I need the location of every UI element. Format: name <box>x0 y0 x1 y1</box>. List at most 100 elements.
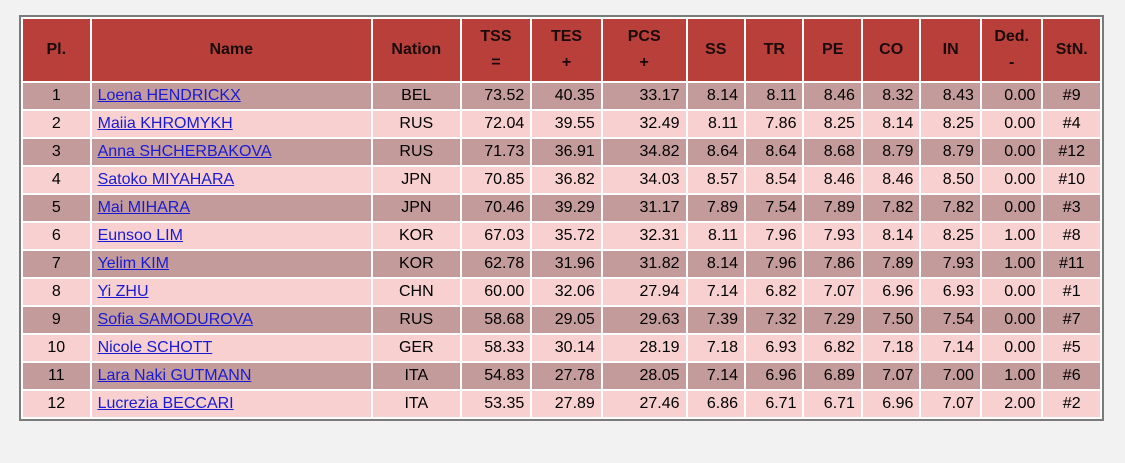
cell-place: 8 <box>23 279 90 305</box>
col-header-pe: PE <box>804 19 861 81</box>
cell-tss: 58.68 <box>461 307 531 333</box>
skater-name-link[interactable]: Yi ZHU <box>97 283 149 300</box>
cell-tes: 39.55 <box>532 111 601 137</box>
cell-ss: 7.18 <box>687 335 744 361</box>
cell-nation: JPN <box>372 195 460 221</box>
col-header-pcs-label: PCS <box>627 28 661 45</box>
cell-co: 7.07 <box>862 363 920 389</box>
cell-co: 8.14 <box>862 223 920 249</box>
cell-start-number: #5 <box>1043 335 1100 361</box>
cell-in: 7.54 <box>921 307 980 333</box>
cell-nation: RUS <box>372 139 460 165</box>
skater-name-link[interactable]: Sofia SAMODUROVA <box>97 311 253 328</box>
skater-name-link[interactable]: Maiia KHROMYKH <box>97 115 233 132</box>
cell-skater-name: Yi ZHU <box>91 279 371 305</box>
cell-ded: 0.00 <box>981 139 1042 165</box>
table-row: 11 Lara Naki GUTMANN ITA 54.83 27.78 28.05 7.1… <box>23 363 1100 389</box>
col-header-tr-label: TR <box>763 41 785 58</box>
cell-ss: 7.14 <box>687 363 744 389</box>
skater-name-link[interactable]: Lara Naki GUTMANN <box>97 367 252 384</box>
table-row: 10 Nicole SCHOTT GER 58.33 30.14 28.19 7.18 6.9… <box>23 335 1100 361</box>
col-header-nation: Nation <box>372 19 460 81</box>
col-header-pcs-operator: + <box>639 54 649 71</box>
col-header-stn-label: StN. <box>1055 41 1088 58</box>
cell-tr: 6.71 <box>746 391 803 417</box>
col-header-in: IN <box>921 19 980 81</box>
cell-ss: 8.11 <box>687 223 744 249</box>
table-row: 9 Sofia SAMODUROVA RUS 58.68 29.05 29.63 7.39 7… <box>23 307 1100 333</box>
col-header-co-label: CO <box>879 41 904 58</box>
cell-co: 8.46 <box>862 167 920 193</box>
cell-pcs: 34.03 <box>602 167 686 193</box>
skater-name-link[interactable]: Yelim KIM <box>97 255 169 272</box>
col-header-tes: TES + <box>532 19 601 81</box>
cell-pcs: 27.94 <box>602 279 686 305</box>
cell-tss: 71.73 <box>461 139 531 165</box>
cell-place: 2 <box>23 111 90 137</box>
cell-tss: 73.52 <box>461 83 531 109</box>
skater-name-link[interactable]: Mai MIHARA <box>97 199 191 216</box>
col-header-ded-label: Ded. <box>994 28 1029 45</box>
skater-name-link[interactable]: Satoko MIYAHARA <box>97 171 235 188</box>
cell-start-number: #3 <box>1043 195 1100 221</box>
cell-pcs: 31.82 <box>602 251 686 277</box>
col-header-name: Name <box>91 19 371 81</box>
table-row: 5 Mai MIHARA JPN 70.46 39.29 31.17 7.89 7.54 7.8… <box>23 195 1100 221</box>
cell-pcs: 34.82 <box>602 139 686 165</box>
cell-in: 8.43 <box>921 83 980 109</box>
col-header-ss: SS <box>687 19 744 81</box>
cell-tes: 36.82 <box>532 167 601 193</box>
cell-ss: 8.64 <box>687 139 744 165</box>
cell-ss: 7.14 <box>687 279 744 305</box>
cell-skater-name: Lara Naki GUTMANN <box>91 363 371 389</box>
cell-place: 3 <box>23 139 90 165</box>
skater-name-link[interactable]: Anna SHCHERBAKOVA <box>97 143 272 160</box>
cell-ss: 6.86 <box>687 391 744 417</box>
cell-pcs: 28.19 <box>602 335 686 361</box>
cell-pcs: 31.17 <box>602 195 686 221</box>
col-header-tr: TR <box>746 19 803 81</box>
table-row: 6 Eunsoo LIM KOR 67.03 35.72 32.31 8.11 7.96 7.9… <box>23 223 1100 249</box>
cell-nation: RUS <box>372 111 460 137</box>
cell-ss: 8.14 <box>687 83 744 109</box>
header-row: Pl. Name Nation TSS = TES + PCS + SS TR PE … <box>23 19 1100 81</box>
cell-tr: 6.96 <box>746 363 803 389</box>
cell-tr: 7.32 <box>746 307 803 333</box>
table-row: 4 Satoko MIYAHARA JPN 70.85 36.82 34.03 8.57 8.… <box>23 167 1100 193</box>
cell-pe: 8.25 <box>804 111 861 137</box>
cell-co: 7.18 <box>862 335 920 361</box>
skater-name-link[interactable]: Lucrezia BECCARI <box>97 395 234 412</box>
cell-pe: 7.07 <box>804 279 861 305</box>
cell-nation: GER <box>372 335 460 361</box>
skater-name-link[interactable]: Nicole SCHOTT <box>97 339 213 356</box>
cell-nation: KOR <box>372 223 460 249</box>
cell-skater-name: Satoko MIYAHARA <box>91 167 371 193</box>
col-header-tss-operator: = <box>491 54 501 71</box>
cell-start-number: #2 <box>1043 391 1100 417</box>
cell-tr: 8.64 <box>746 139 803 165</box>
cell-ss: 8.11 <box>687 111 744 137</box>
cell-pcs: 27.46 <box>602 391 686 417</box>
cell-start-number: #9 <box>1043 83 1100 109</box>
cell-tss: 67.03 <box>461 223 531 249</box>
cell-tss: 60.00 <box>461 279 531 305</box>
cell-ded: 1.00 <box>981 223 1042 249</box>
col-header-place: Pl. <box>23 19 90 81</box>
cell-in: 7.07 <box>921 391 980 417</box>
cell-skater-name: Loena HENDRICKX <box>91 83 371 109</box>
cell-tr: 8.11 <box>746 83 803 109</box>
cell-nation: ITA <box>372 363 460 389</box>
skater-name-link[interactable]: Loena HENDRICKX <box>97 87 241 104</box>
cell-co: 7.89 <box>862 251 920 277</box>
cell-pe: 8.46 <box>804 83 861 109</box>
col-header-nation-label: Nation <box>391 41 442 58</box>
table-row: 12 Lucrezia BECCARI ITA 53.35 27.89 27.46 6.86… <box>23 391 1100 417</box>
cell-place: 12 <box>23 391 90 417</box>
cell-ss: 8.14 <box>687 251 744 277</box>
cell-place: 6 <box>23 223 90 249</box>
cell-nation: JPN <box>372 167 460 193</box>
table-row: 7 Yelim KIM KOR 62.78 31.96 31.82 8.14 7.96 7.86… <box>23 251 1100 277</box>
cell-tes: 40.35 <box>532 83 601 109</box>
cell-pcs: 29.63 <box>602 307 686 333</box>
skater-name-link[interactable]: Eunsoo LIM <box>97 227 183 244</box>
